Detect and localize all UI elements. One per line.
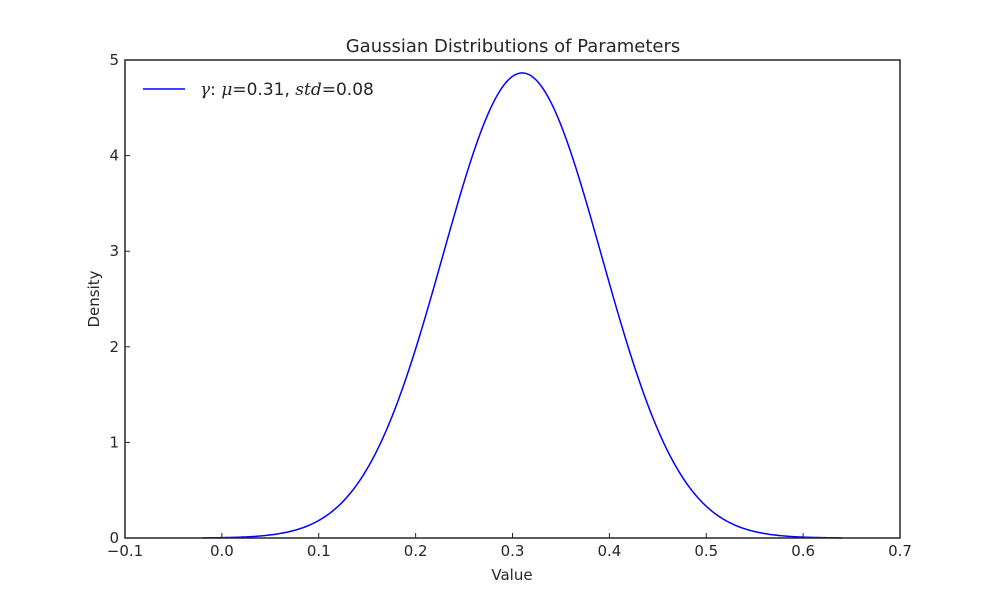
legend-std-symbol: std	[295, 80, 322, 100]
legend-entry-label: γ: μ=0.31, std=0.08	[200, 80, 374, 100]
x-tick-label: 0.7	[888, 542, 912, 560]
gaussian-curve-0	[202, 72, 842, 539]
chart-title: Gaussian Distributions of Parameters	[346, 36, 681, 57]
y-tick-label: 1	[109, 433, 119, 451]
x-tick-label: −0.1	[107, 542, 143, 560]
x-tick-label: 0.3	[501, 542, 525, 560]
legend-std-value: =0.08	[322, 80, 374, 100]
y-tick-label: 3	[109, 242, 119, 260]
legend-mu-symbol: μ	[221, 80, 232, 100]
x-tick-label: 0.6	[791, 542, 815, 560]
legend-separator: :	[210, 80, 221, 100]
x-tick-label: 0.4	[597, 542, 621, 560]
x-tick-label: 0.1	[307, 542, 331, 560]
legend-mu-value: =0.31,	[232, 80, 295, 100]
y-axis-ticks: 0 1 2 3 4 5	[109, 51, 130, 547]
legend-gamma-symbol: γ	[200, 80, 211, 100]
plot-lines	[202, 72, 842, 539]
y-axis-label: Density	[85, 270, 103, 327]
y-tick-label: 5	[109, 51, 119, 69]
legend: γ: μ=0.31, std=0.08	[143, 80, 374, 100]
y-tick-label: 4	[109, 147, 119, 165]
y-tick-label: 0	[109, 529, 119, 547]
x-axis-ticks: −0.1 0.0 0.1 0.2 0.3 0.4 0.5 0.6 0.7	[107, 533, 912, 560]
x-tick-label: 0.5	[694, 542, 718, 560]
x-tick-label: 0.0	[210, 542, 234, 560]
x-tick-label: 0.2	[404, 542, 428, 560]
y-tick-label: 2	[109, 338, 119, 356]
x-axis-label: Value	[491, 566, 532, 584]
